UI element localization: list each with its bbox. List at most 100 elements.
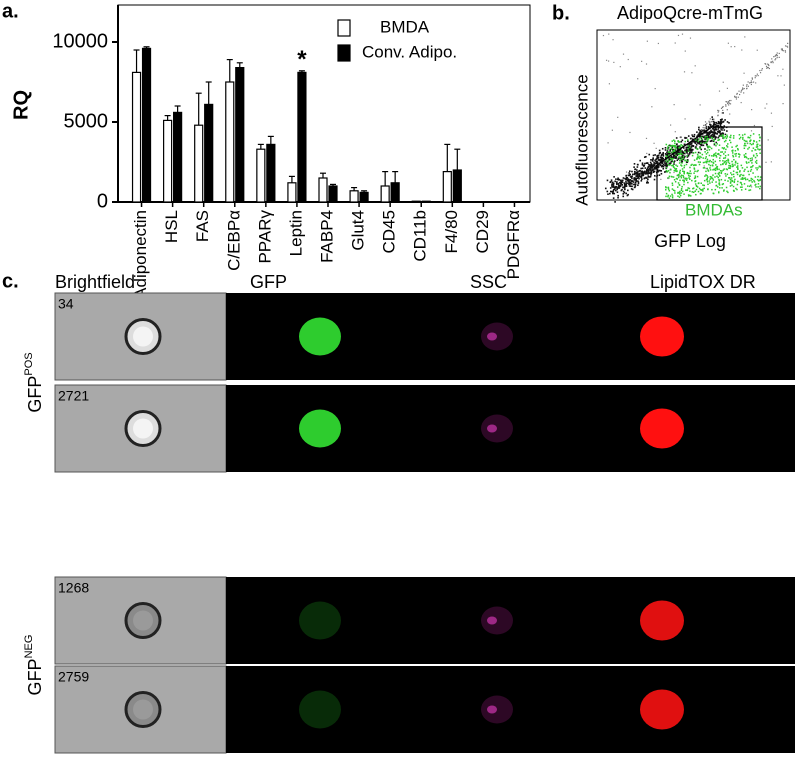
- event-dot: [623, 186, 625, 189]
- event-dot: [686, 143, 689, 146]
- event-dot: [731, 163, 734, 166]
- event-dot: [722, 109, 724, 111]
- event-dot: [717, 172, 720, 175]
- event-dot: [721, 118, 723, 121]
- event-dot: [722, 169, 725, 171]
- event-dot: [724, 157, 727, 159]
- event-dot: [687, 187, 689, 189]
- event-dot: [687, 140, 689, 143]
- event-dot: [718, 135, 720, 138]
- event-dot: [736, 171, 739, 174]
- event-dot: [732, 137, 735, 139]
- event-dot: [724, 173, 727, 175]
- event-dot: [734, 160, 737, 163]
- event-dot: [739, 136, 742, 139]
- event-dot: [727, 158, 729, 161]
- event-dot: [705, 174, 707, 176]
- group-label-main: GFP: [25, 376, 45, 413]
- event-dot: [756, 154, 758, 157]
- event-dot: [693, 140, 695, 142]
- event-dot: [729, 182, 732, 184]
- event-dot: [667, 164, 670, 166]
- y-axis-label: RQ: [10, 90, 32, 120]
- event-dot: [641, 163, 644, 166]
- event-dot: [607, 60, 610, 62]
- event-dot: [665, 154, 668, 156]
- event-dot: [690, 146, 693, 148]
- event-dot: [689, 37, 692, 39]
- event-dot: [667, 144, 670, 147]
- event-dot: [680, 157, 682, 159]
- event-dot: [758, 149, 761, 151]
- event-dot: [698, 163, 701, 166]
- event-dot: [652, 170, 655, 173]
- event-dot: [691, 134, 693, 136]
- event-dot: [732, 185, 735, 188]
- event-dot: [648, 168, 651, 170]
- event-dot: [699, 146, 701, 148]
- event-dot: [727, 180, 729, 182]
- event-dot: [727, 42, 729, 44]
- event-dot: [743, 72, 745, 74]
- event-dot: [733, 158, 735, 161]
- bar: [266, 143, 276, 203]
- event-dot: [674, 142, 676, 145]
- event-dot: [627, 58, 629, 61]
- event-dot: [739, 174, 741, 177]
- event-dot: [721, 147, 724, 149]
- event-dot: [782, 50, 784, 52]
- event-dot: [677, 34, 680, 37]
- event-dot: [706, 167, 708, 170]
- event-dot: [736, 147, 739, 150]
- event-dot: [668, 154, 670, 156]
- event-dot: [655, 162, 657, 165]
- event-dot: [696, 158, 698, 160]
- event-dot: [661, 157, 664, 159]
- event-dot: [697, 161, 700, 163]
- event-dot: [662, 155, 665, 157]
- event-dot: [717, 176, 719, 179]
- event-dot: [700, 156, 702, 159]
- event-dot: [662, 152, 664, 154]
- event-dot: [757, 148, 759, 150]
- event-dot: [721, 187, 723, 189]
- event-dot: [724, 154, 727, 157]
- event-dot: [754, 176, 757, 178]
- event-dot: [680, 192, 683, 194]
- bar: [225, 81, 235, 203]
- event-dot: [684, 159, 686, 162]
- event-dot: [608, 83, 611, 85]
- event-dot: [622, 195, 625, 198]
- event-dot: [735, 187, 737, 190]
- event-dot: [678, 196, 681, 198]
- event-dot: [745, 156, 748, 159]
- event-dot: [701, 139, 704, 141]
- event-dot: [650, 173, 652, 176]
- event-dot: [695, 193, 697, 196]
- event-dot: [690, 172, 692, 175]
- event-dot: [696, 131, 698, 133]
- event-dot: [713, 118, 715, 120]
- event-dot: [642, 171, 645, 174]
- flow-y-label: Autofluorescence: [572, 74, 591, 205]
- event-dot: [645, 171, 647, 173]
- event-dot: [722, 121, 724, 123]
- event-dot: [629, 179, 632, 181]
- event-dot: [663, 161, 666, 164]
- event-dot: [742, 174, 745, 177]
- event-dot: [719, 122, 722, 125]
- legend-label: BMDA: [380, 17, 430, 36]
- event-dot: [689, 170, 692, 172]
- event-dot: [655, 161, 658, 164]
- event-dot: [683, 71, 686, 73]
- event-dot: [677, 141, 680, 143]
- channel-header: Brightfield: [55, 272, 135, 292]
- event-dot: [693, 135, 696, 138]
- event-dot: [708, 126, 711, 129]
- event-dot: [753, 139, 755, 142]
- event-dot: [703, 124, 705, 127]
- event-dot: [634, 183, 637, 186]
- event-dot: [761, 69, 763, 71]
- event-dot: [723, 161, 726, 164]
- event-dot: [680, 158, 682, 161]
